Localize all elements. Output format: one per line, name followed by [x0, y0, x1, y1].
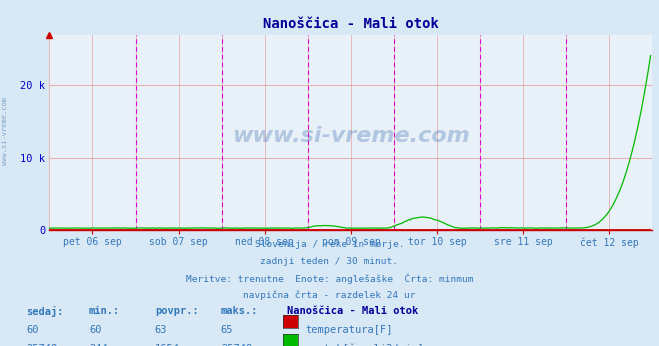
Text: povpr.:: povpr.: [155, 306, 198, 316]
Text: 63: 63 [155, 325, 167, 335]
Text: navpična črta - razdelek 24 ur: navpična črta - razdelek 24 ur [243, 290, 416, 300]
Title: Nanoščica - Mali otok: Nanoščica - Mali otok [263, 17, 439, 31]
Text: zadnji teden / 30 minut.: zadnji teden / 30 minut. [260, 257, 399, 266]
Text: 65: 65 [221, 325, 233, 335]
Text: 25748: 25748 [221, 344, 252, 346]
Text: 60: 60 [26, 325, 39, 335]
Text: 1654: 1654 [155, 344, 180, 346]
Text: 60: 60 [89, 325, 101, 335]
Text: sedaj:: sedaj: [26, 306, 64, 317]
Text: Meritve: trenutne  Enote: anglešaške  Črta: minmum: Meritve: trenutne Enote: anglešaške Črta… [186, 274, 473, 284]
Text: Nanoščica - Mali otok: Nanoščica - Mali otok [287, 306, 418, 316]
Text: maks.:: maks.: [221, 306, 258, 316]
Text: 25748: 25748 [26, 344, 57, 346]
Text: Slovenija / reke in morje.: Slovenija / reke in morje. [255, 240, 404, 249]
Text: www.si-vreme.com: www.si-vreme.com [232, 126, 470, 146]
Text: pretok[čevelj3/min]: pretok[čevelj3/min] [305, 344, 424, 346]
Text: temperatura[F]: temperatura[F] [305, 325, 393, 335]
Text: www.si-vreme.com: www.si-vreme.com [2, 98, 9, 165]
Text: min.:: min.: [89, 306, 120, 316]
Text: 244: 244 [89, 344, 107, 346]
